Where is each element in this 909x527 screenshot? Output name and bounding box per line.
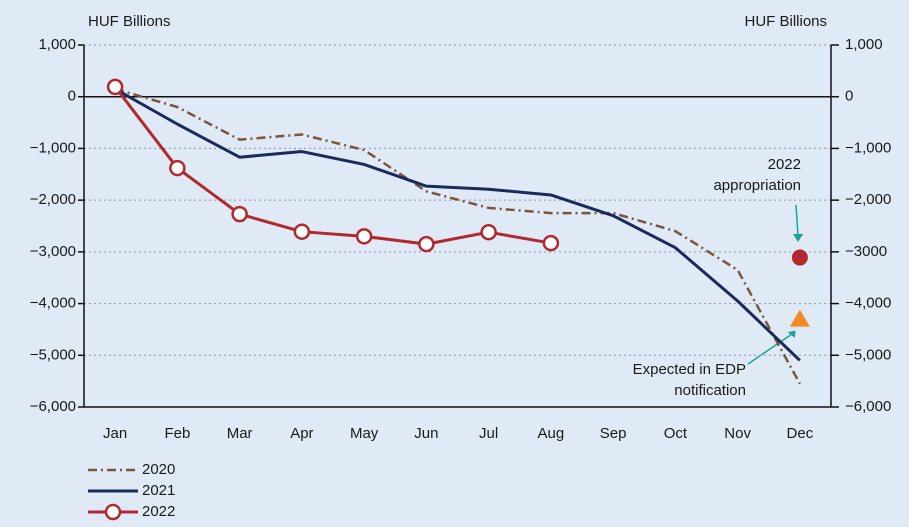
y-tick-label: −6,000 <box>30 398 76 415</box>
y-tick-label: −2,000 <box>30 191 76 208</box>
x-tick-label: Apr <box>290 425 313 442</box>
annotation: Expected in EDP <box>633 361 746 378</box>
point <box>231 205 248 223</box>
point <box>106 78 124 96</box>
y2-tick-label: 0 <box>845 88 853 105</box>
point <box>542 234 560 252</box>
annotation-arrow <box>747 333 793 365</box>
x-tick-label: Mar <box>227 425 253 442</box>
y-tick-label: −4,000 <box>30 295 76 312</box>
marker <box>791 249 808 266</box>
annotation: appropriation <box>713 177 801 194</box>
series-line <box>114 87 801 385</box>
y-tick-label: 1,000 <box>38 36 76 53</box>
series-line <box>113 85 552 246</box>
marker <box>789 309 810 327</box>
annotation-arrow <box>795 204 799 237</box>
annotation-arrowhead <box>787 330 796 338</box>
point <box>418 235 435 253</box>
legend-label: 2022 <box>142 503 175 520</box>
annotation: 2022 <box>768 156 801 173</box>
legend-label: 2020 <box>142 461 175 478</box>
x-tick-label: Nov <box>724 425 751 442</box>
y2-tick-label: −1,000 <box>845 139 891 156</box>
point <box>355 228 373 245</box>
x-tick-label: Jan <box>103 425 127 442</box>
y-axis-label: HUF Billions <box>88 13 171 30</box>
x-tick-label: May <box>350 425 379 442</box>
x-tick-label: Feb <box>164 425 190 442</box>
y-tick-label: 0 <box>68 88 76 105</box>
y2-tick-label: 1,000 <box>845 36 883 53</box>
annotation: notification <box>674 382 746 399</box>
y-tick-label: −1,000 <box>30 139 76 156</box>
y2-tick-label: −2,000 <box>845 191 891 208</box>
x-tick-label: Sep <box>600 425 627 442</box>
x-tick-label: Jun <box>414 425 438 442</box>
x-tick-label: Jul <box>479 425 498 442</box>
y2-tick-label: −4,000 <box>845 295 891 312</box>
y2-tick-label: −3000 <box>845 243 887 260</box>
point <box>293 223 311 240</box>
legend-marker <box>104 503 122 521</box>
x-tick-label: Oct <box>664 425 688 442</box>
y-tick-label: −3,000 <box>30 243 76 260</box>
annotation-arrowhead <box>793 234 803 242</box>
x-tick-label: Dec <box>787 425 814 442</box>
series-line <box>114 87 801 362</box>
legend-label: 2021 <box>142 482 175 499</box>
y-tick-label: −5,000 <box>30 346 76 363</box>
point <box>480 223 497 241</box>
x-tick-label: Aug <box>538 425 565 442</box>
y2-tick-label: −5,000 <box>845 346 891 363</box>
y2-tick-label: −6,000 <box>845 398 891 415</box>
y2-axis-label: HUF Billions <box>744 13 827 30</box>
point <box>169 159 186 177</box>
